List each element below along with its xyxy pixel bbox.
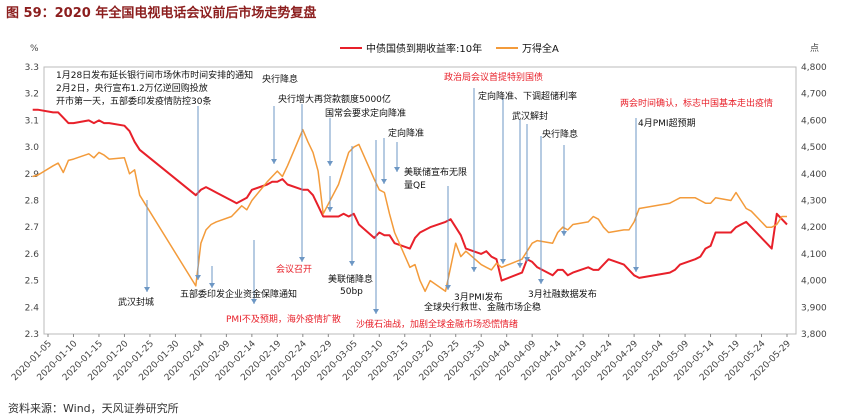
annotation-label: 五部委印发企业资金保障通知	[180, 288, 297, 300]
y-right-tick: 4,600	[801, 116, 827, 126]
legend-label: 中债国债到期收益率:10年	[366, 42, 482, 55]
y-left-tick: 2.7	[25, 223, 39, 233]
annotation-label: 美联储降息	[328, 273, 373, 285]
annotation-arrowhead	[195, 275, 201, 280]
annotation-arrowhead	[327, 161, 333, 166]
annotation-label: 会议召开	[276, 263, 312, 275]
annotation-arrowhead	[445, 285, 451, 290]
annotation-label: 美联储宣布无限	[404, 166, 467, 178]
annotation-label: 4月PMI超预期	[638, 117, 696, 129]
annotation-arrowhead	[561, 231, 567, 236]
annotation-arrowhead	[394, 167, 400, 172]
annotation-arrowhead	[524, 257, 530, 262]
y-right-label: 点	[810, 43, 819, 54]
annotation-label: 3月社融数据发布	[528, 288, 597, 300]
annotation-arrowhead	[251, 299, 257, 304]
annotation-label: 定向降准	[388, 127, 424, 139]
annotation-label: 开市第一天，五部委印发疫情防控30条	[56, 95, 211, 107]
y-left-tick: 3.1	[25, 116, 39, 126]
annotation-arrowhead	[327, 207, 333, 212]
annotation-arrowhead	[209, 283, 215, 288]
annotation-arrowhead	[299, 257, 305, 262]
y-left-label: %	[30, 44, 39, 54]
series-line	[32, 108, 788, 282]
annotation-arrowhead	[500, 259, 506, 264]
annotation-label: PMI不及预期，海外疫情扩散	[226, 313, 341, 325]
annotation-label: 央行降息	[542, 128, 578, 140]
y-right-tick: 4,800	[801, 63, 827, 73]
annotation-label: 全球央行救世、金融市场企稳	[424, 301, 541, 313]
annotation-label: 沙俄石油战，加剧全球金融市场恐慌情绪	[356, 318, 518, 330]
y-left-tick: 3.2	[25, 90, 39, 100]
annotation-arrowhead	[381, 179, 387, 184]
annotation-label: 量QE	[404, 180, 426, 191]
series-lines	[32, 108, 788, 293]
annotation-label: 央行降息	[262, 73, 298, 85]
annotation-label: 政治局会议首提特别国债	[444, 71, 543, 83]
annotation-arrowhead	[538, 279, 544, 284]
annotation-label: 央行增大再贷款额度5000亿	[278, 93, 391, 105]
y-left-tick: 2.8	[25, 197, 40, 207]
annotation-label: 武汉封城	[118, 296, 154, 308]
annotation-arrowhead	[373, 309, 379, 314]
annotation-label: 50bp	[340, 287, 363, 297]
axes: 3.3 3.2 3.1 3.0 2.9 2.8 2.7 2.6 2.5 2.4 2.3 4,800 4,…	[10, 43, 827, 383]
y-left-tick: 2.9	[25, 170, 40, 180]
plot-frame	[43, 66, 797, 335]
annotation-label: 2月2日，央行宣布1.2万亿逆回购投放	[56, 82, 208, 94]
annotation-label: 武汉解封	[512, 110, 548, 122]
y-right-tick: 4,000	[801, 277, 827, 287]
y-left-tick: 2.6	[25, 250, 40, 260]
y-right-tick: 4,500	[801, 143, 827, 153]
y-right-tick: 3,900	[801, 303, 827, 313]
y-right-tick: 4,300	[801, 197, 827, 207]
annotation-label: 定向降准、下调超储利率	[478, 90, 577, 102]
annotation-label: 1月28日发布延长银行间市场休市时间安排的通知	[56, 69, 253, 81]
y-left-tick: 2.4	[25, 303, 40, 313]
annotation-arrowhead	[517, 263, 523, 268]
y-right-tick: 4,700	[801, 90, 827, 100]
annotation-arrowhead	[633, 267, 639, 272]
y-right-tick: 3,800	[801, 330, 827, 340]
y-left-tick: 3.3	[25, 63, 39, 73]
y-right-tick: 4,400	[801, 170, 827, 180]
y-left-tick: 2.5	[25, 277, 39, 287]
y-left-tick: 2.3	[25, 330, 39, 340]
annotation-label: 国常会要求定向降准	[325, 107, 406, 119]
chart-title: 图 59：2020 年全国电视电话会议前后市场走势复盘	[6, 6, 317, 21]
annotation-arrows	[144, 88, 639, 314]
y-right-tick: 4,200	[801, 223, 827, 233]
legend: 中债国债到期收益率:10年 万得全A	[340, 42, 559, 55]
annotation-arrowhead	[271, 159, 277, 164]
series-line	[32, 128, 787, 293]
annotation-label: 两会时间确认，标志中国基本走出疫情	[620, 97, 773, 109]
source-note: 资料来源：Wind，天风证券研究所	[8, 402, 179, 415]
annotations: 1月28日发布延长银行间市场休市时间安排的通知2月2日，央行宣布1.2万亿逆回购…	[56, 69, 773, 330]
annotation-label: 3月PMI发布	[454, 291, 503, 303]
annotation-arrowhead	[349, 261, 355, 266]
legend-label: 万得全A	[522, 42, 559, 55]
annotation-arrowhead	[144, 287, 150, 292]
y-left-tick: 3.0	[25, 143, 40, 153]
annotation-arrowhead	[471, 267, 477, 272]
y-right-tick: 4,100	[801, 250, 827, 260]
